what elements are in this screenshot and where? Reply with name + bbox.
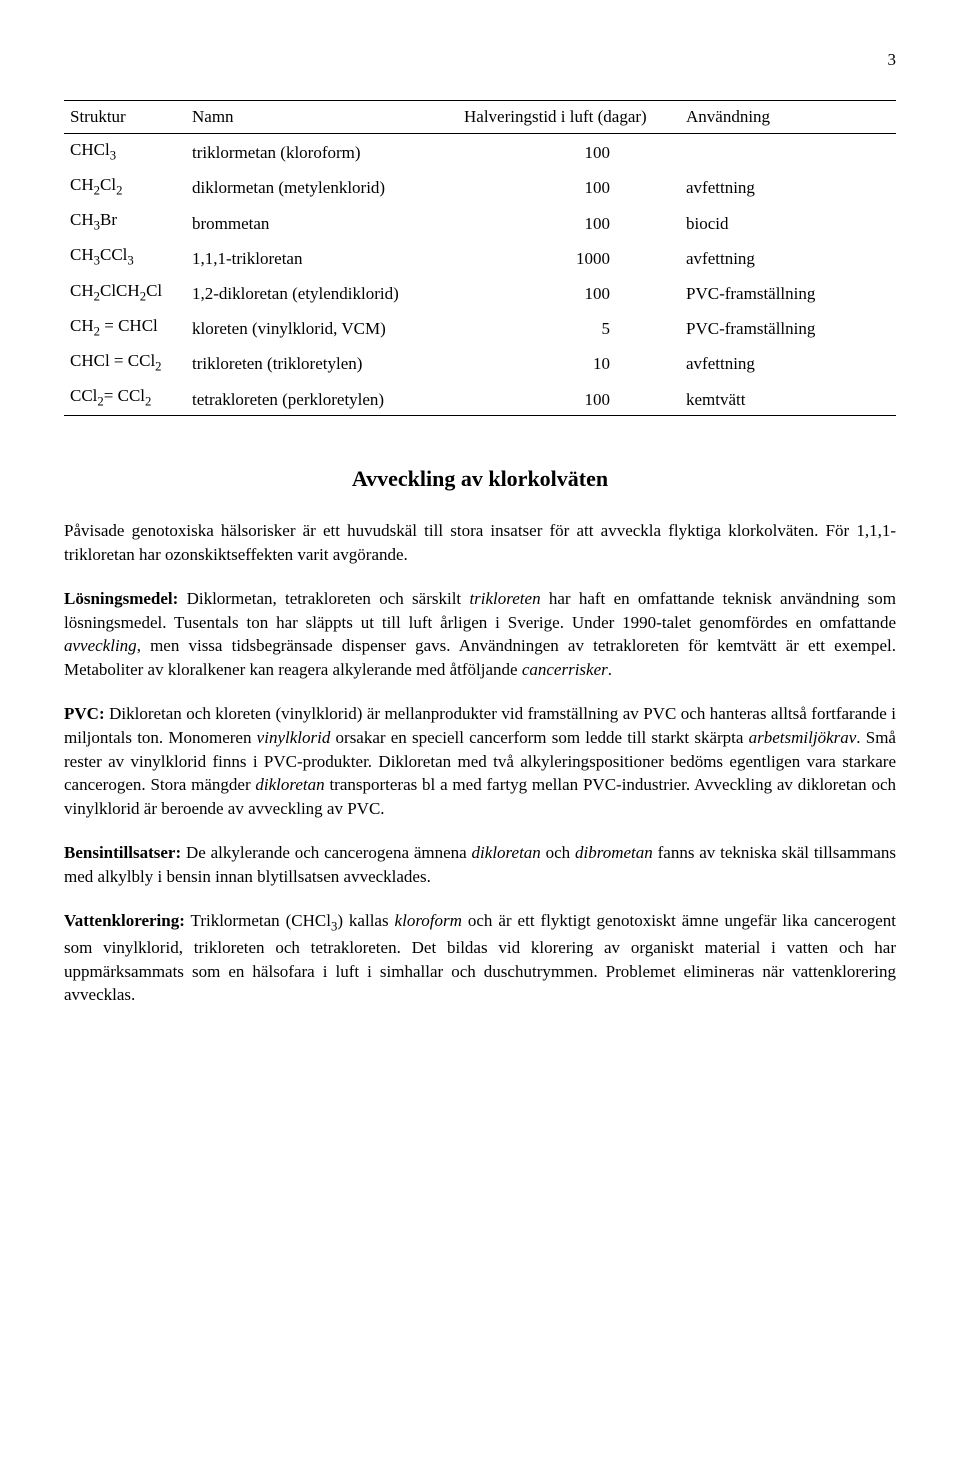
cell-struct: CH2 = CHCl — [64, 310, 186, 345]
cell-name: kloreten (vinylklorid, VCM) — [186, 310, 458, 345]
cell-halflife: 100 — [458, 380, 680, 416]
cell-use: avfettning — [680, 169, 896, 204]
cell-use: PVC-framställning — [680, 310, 896, 345]
col-use-header: Användning — [680, 100, 896, 133]
cell-halflife: 100 — [458, 169, 680, 204]
cell-use — [680, 133, 896, 169]
cell-use: avfettning — [680, 239, 896, 274]
paragraph-bensin: Bensintillsatser: De alkylerande och can… — [64, 841, 896, 889]
col-half-header: Halveringstid i luft (dagar) — [458, 100, 680, 133]
cell-struct: CHCl3 — [64, 133, 186, 169]
cell-name: 1,2-dikloretan (etylendiklorid) — [186, 275, 458, 310]
cell-halflife: 1000 — [458, 239, 680, 274]
cell-name: diklormetan (metylenklorid) — [186, 169, 458, 204]
cell-struct: CH2Cl2 — [64, 169, 186, 204]
cell-halflife: 100 — [458, 204, 680, 239]
compounds-table: Struktur Namn Halveringstid i luft (daga… — [64, 100, 896, 417]
paragraph-pvc: PVC: Dikloretan och kloreten (vinylklori… — [64, 702, 896, 821]
cell-use: kemtvätt — [680, 380, 896, 416]
col-struct-header: Struktur — [64, 100, 186, 133]
cell-use: avfettning — [680, 345, 896, 380]
table-row: CHCl = CCl2trikloreten (trikloretylen)10… — [64, 345, 896, 380]
cell-halflife: 100 — [458, 275, 680, 310]
cell-halflife: 5 — [458, 310, 680, 345]
paragraph-losningsmedel: Lösningsmedel: Diklormetan, tetraklorete… — [64, 587, 896, 682]
page-number: 3 — [64, 48, 896, 72]
cell-name: 1,1,1-trikloretan — [186, 239, 458, 274]
cell-struct: CH2ClCH2Cl — [64, 275, 186, 310]
table-row: CH3Brbrommetan100biocid — [64, 204, 896, 239]
cell-struct: CHCl = CCl2 — [64, 345, 186, 380]
cell-struct: CH3CCl3 — [64, 239, 186, 274]
paragraph-vatten: Vattenklorering: Triklormetan (CHCl3) ka… — [64, 909, 896, 1008]
cell-struct: CH3Br — [64, 204, 186, 239]
col-name-header: Namn — [186, 100, 458, 133]
table-row: CHCl3triklormetan (kloroform)100 — [64, 133, 896, 169]
cell-use: biocid — [680, 204, 896, 239]
table-body: CHCl3triklormetan (kloroform)100CH2Cl2di… — [64, 133, 896, 416]
paragraph-intro: Påvisade genotoxiska hälsorisker är ett … — [64, 519, 896, 567]
cell-name: tetrakloreten (perkloretylen) — [186, 380, 458, 416]
table-row: CH2Cl2diklormetan (metylenklorid)100avfe… — [64, 169, 896, 204]
cell-halflife: 100 — [458, 133, 680, 169]
cell-halflife: 10 — [458, 345, 680, 380]
table-row: CH2ClCH2Cl1,2-dikloretan (etylendiklorid… — [64, 275, 896, 310]
cell-name: trikloreten (trikloretylen) — [186, 345, 458, 380]
table-row: CCl2= CCl2tetrakloreten (perkloretylen)1… — [64, 380, 896, 416]
cell-struct: CCl2= CCl2 — [64, 380, 186, 416]
table-row: CH3CCl31,1,1-trikloretan1000avfettning — [64, 239, 896, 274]
section-title: Avveckling av klorkolväten — [64, 464, 896, 495]
cell-name: brommetan — [186, 204, 458, 239]
cell-name: triklormetan (kloroform) — [186, 133, 458, 169]
cell-use: PVC-framställning — [680, 275, 896, 310]
table-row: CH2 = CHClkloreten (vinylklorid, VCM)5PV… — [64, 310, 896, 345]
table-header-row: Struktur Namn Halveringstid i luft (daga… — [64, 100, 896, 133]
